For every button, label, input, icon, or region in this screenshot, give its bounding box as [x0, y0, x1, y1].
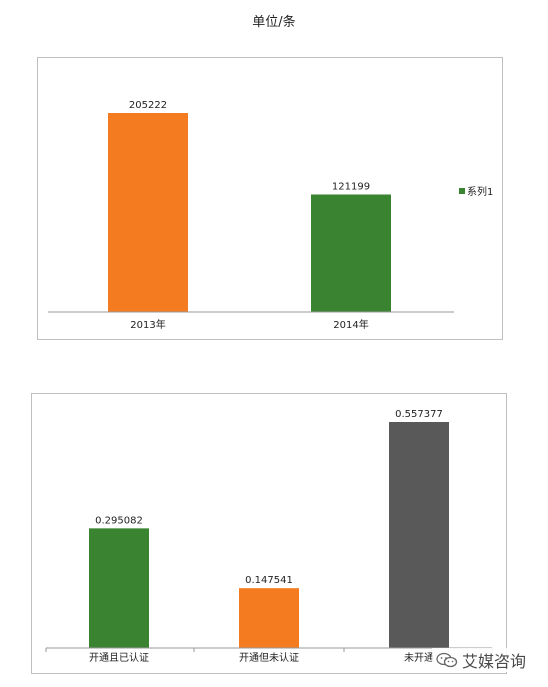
category-label: 开通且已认证: [89, 651, 149, 664]
category-label: 开通但未认证: [239, 651, 299, 664]
bar-2: [239, 588, 299, 648]
bar-1: [108, 113, 188, 312]
watermark-text: 艾媒咨询: [462, 652, 527, 671]
bar-3: [389, 422, 449, 648]
legend-entry: 系列1: [467, 185, 493, 198]
bar-chart-status: 0.295082 开通且已认证 0.147541 开通但未认证 0.557377 未开通: [45, 409, 493, 664]
page-title: 单位/条: [252, 15, 296, 30]
chart-area-yearly: 205222 2013年 121199 2014年 系列1: [37, 57, 503, 340]
bar-1: [89, 528, 149, 648]
wechat-icon: [436, 652, 458, 668]
category-label: 未开通: [404, 652, 434, 664]
bar-2: [311, 194, 391, 312]
legend-swatch: [459, 188, 465, 194]
category-label: 2014年: [333, 318, 368, 331]
bar-chart-yearly: 205222 2013年 121199 2014年 系列1: [48, 100, 493, 331]
data-label: 0.147541: [245, 575, 293, 586]
data-label: 0.557377: [395, 409, 443, 420]
category-label: 2013年: [130, 318, 165, 331]
data-label: 0.295082: [95, 515, 143, 526]
watermark: 艾媒咨询: [432, 648, 531, 672]
data-label: 121199: [332, 181, 370, 192]
chart-area-status: 0.295082 开通且已认证 0.147541 开通但未认证 0.557377 未开通: [31, 393, 507, 674]
data-label: 205222: [129, 100, 167, 111]
